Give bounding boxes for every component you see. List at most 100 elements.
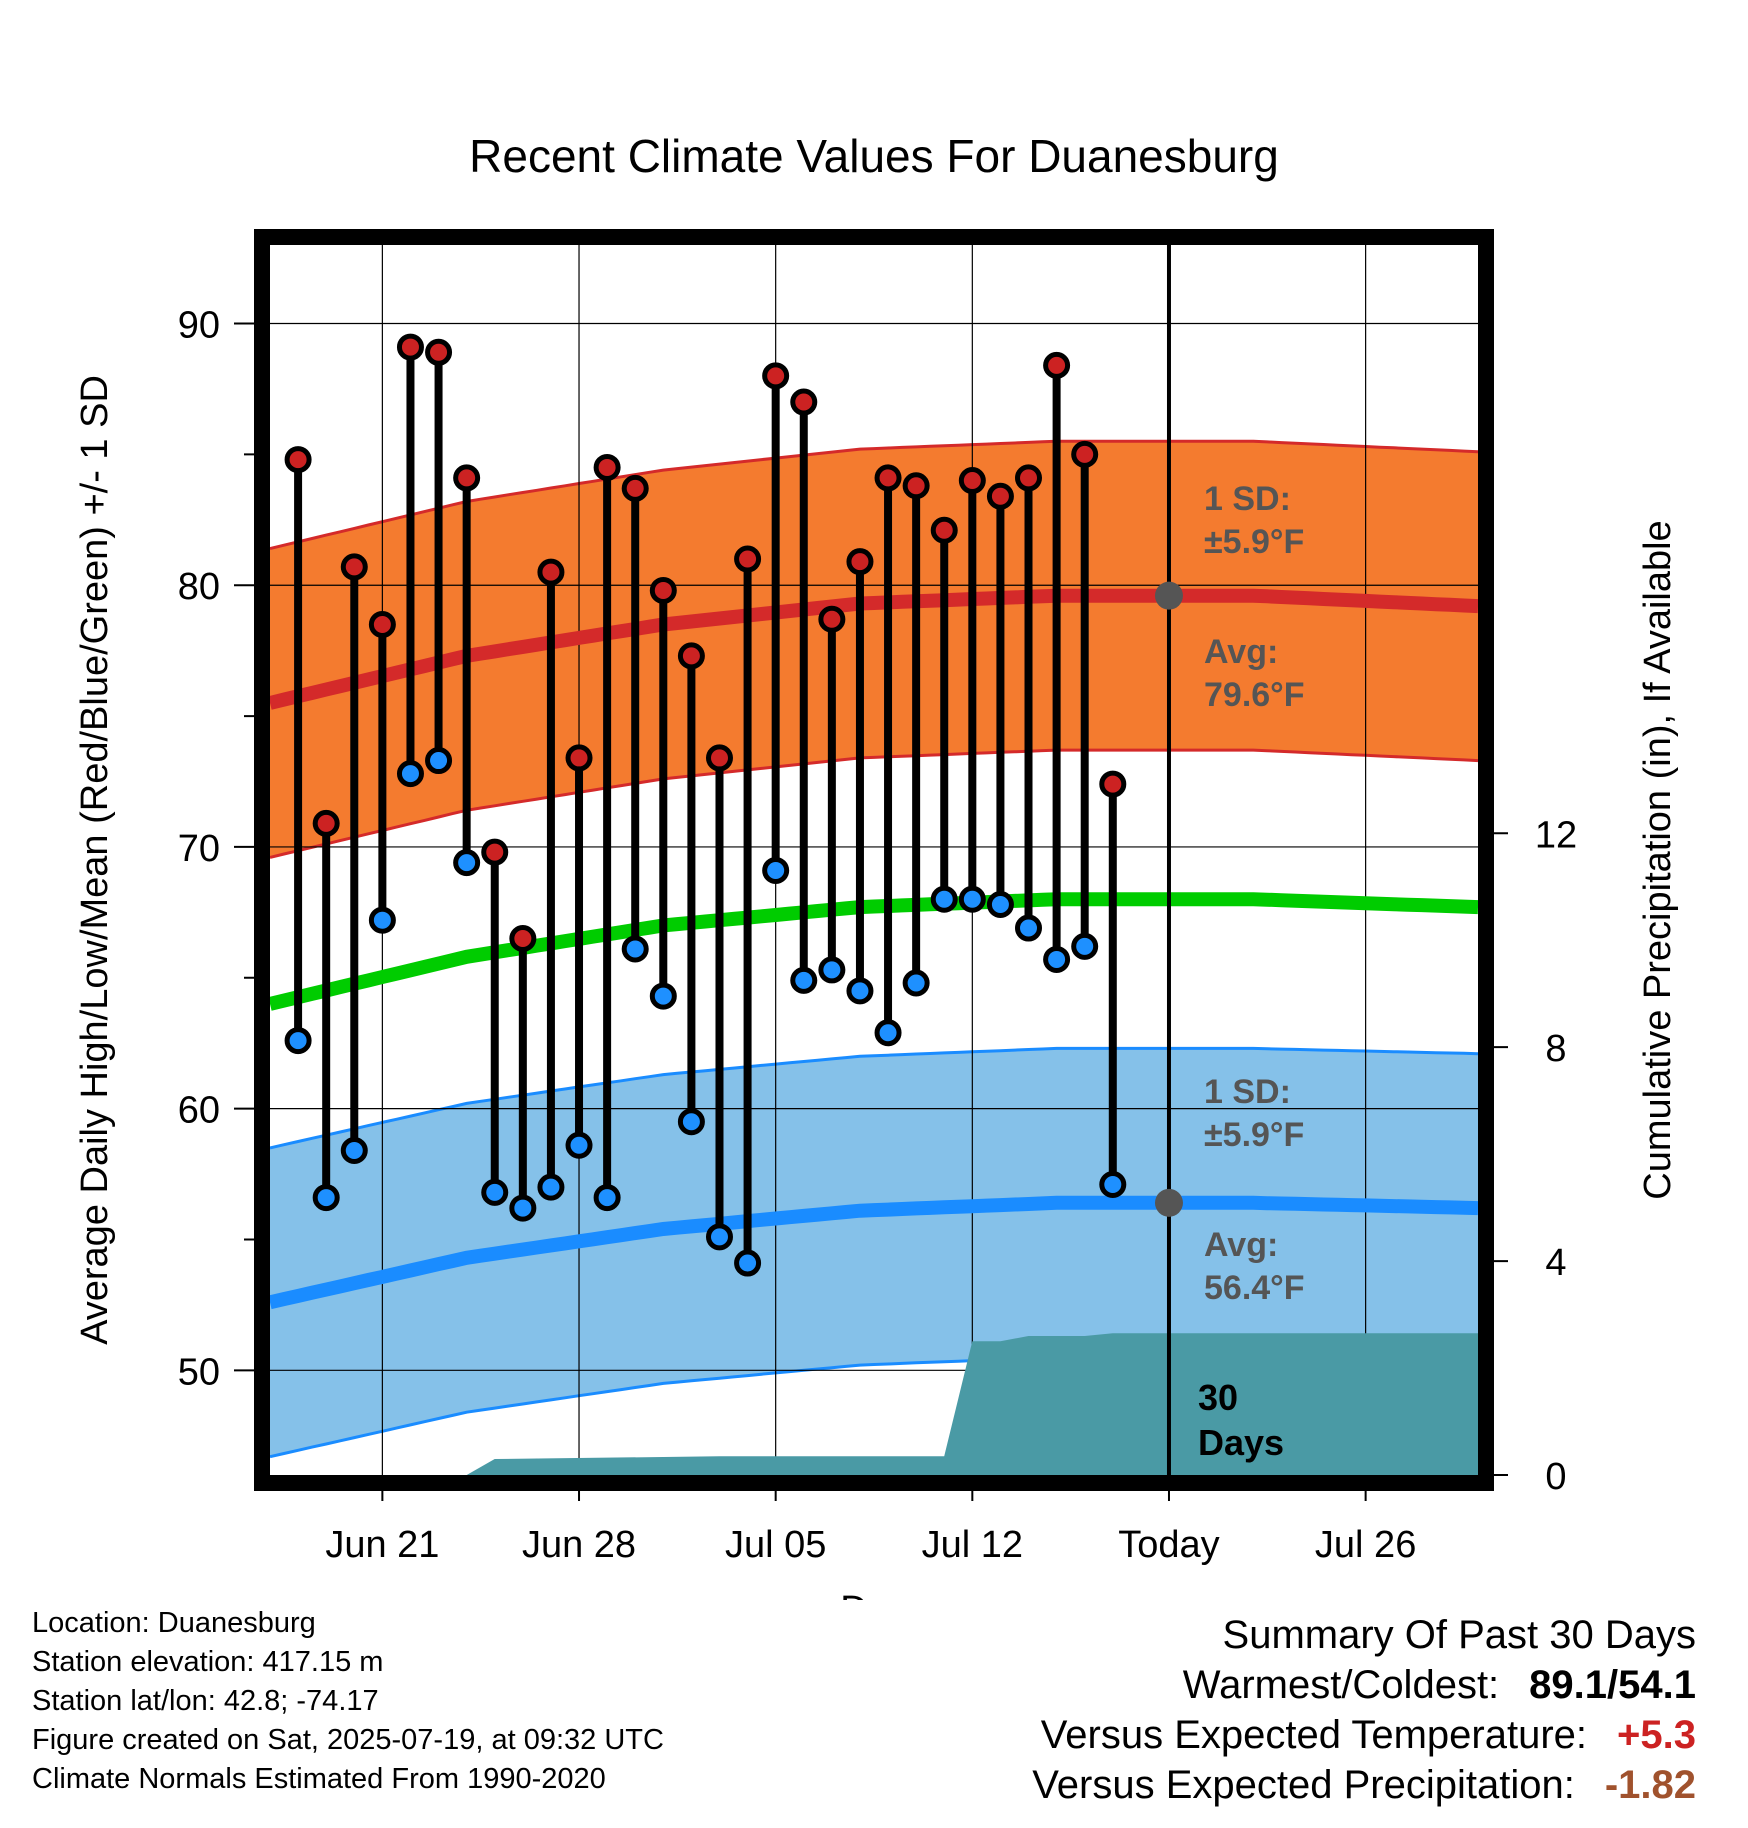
x-tick-label: Jul 05 — [725, 1524, 826, 1566]
high-point — [958, 467, 986, 495]
x-tick-label: Jul 12 — [922, 1524, 1023, 1566]
low-point — [818, 956, 846, 984]
info-location: Location: Duanesburg — [32, 1607, 316, 1639]
y-tick-label: 90 — [178, 305, 220, 347]
high-sd-label: 1 SD: — [1204, 480, 1291, 518]
low-point — [846, 977, 874, 1005]
climate-chart: Recent Climate Values For Duanesburg Jun… — [74, 130, 1679, 1600]
low-point — [340, 1136, 368, 1164]
y-axis-label: Average Daily High/Low/Mean (Red/Blue/Gr… — [74, 375, 116, 1345]
summary-heading: Summary Of Past 30 Days — [1222, 1613, 1696, 1657]
high-point — [396, 333, 424, 361]
high-point — [453, 464, 481, 492]
y2-axis-label: Cumulative Precipitation (in), If Availa… — [1637, 520, 1679, 1199]
chart-title: Recent Climate Values For Duanesburg — [469, 130, 1279, 182]
high-point — [986, 482, 1014, 510]
y2-tick-label: 0 — [1545, 1456, 1566, 1498]
summary-precip-row: Versus Expected Precipitation: -1.82 — [1032, 1760, 1696, 1810]
plot-frame — [254, 229, 1494, 1491]
high-point — [312, 809, 340, 837]
high-sd-lower-edge — [269, 748, 1479, 859]
low-point — [425, 747, 453, 775]
precip-cumulative-area — [270, 1333, 1478, 1475]
days-label-2: Days — [1198, 1422, 1284, 1463]
x-tick-label: Jun 28 — [522, 1524, 636, 1566]
high-sd-upper-edge — [269, 439, 1479, 551]
high-point — [1099, 770, 1127, 798]
low-avg-value: 56.4°F — [1204, 1269, 1305, 1307]
high-point — [593, 453, 621, 481]
high-point — [649, 576, 677, 604]
low-point — [537, 1173, 565, 1201]
high-point — [874, 464, 902, 492]
days-label-1: 30 — [1198, 1377, 1238, 1418]
low-point — [284, 1027, 312, 1055]
high-point — [846, 548, 874, 576]
today-low-marker — [1154, 1188, 1183, 1217]
high-point — [762, 362, 790, 390]
low-point — [621, 935, 649, 963]
info-latlon: Station lat/lon: 42.8; -74.17 — [32, 1685, 379, 1717]
summary-panel: Summary Of Past 30 Days Warmest/Coldest:… — [1032, 1610, 1696, 1810]
info-created: Figure created on Sat, 2025-07-19, at 09… — [32, 1724, 664, 1756]
high-point — [481, 838, 509, 866]
y2-tick-label: 12 — [1535, 814, 1577, 856]
high-point — [790, 388, 818, 416]
avg-mean-line — [268, 892, 1479, 1011]
high-avg-value: 79.6°F — [1204, 676, 1305, 714]
today-high-marker — [1154, 581, 1183, 610]
high-point — [902, 472, 930, 500]
low-point — [986, 890, 1014, 918]
precip-area — [270, 1333, 1478, 1475]
high-point — [621, 474, 649, 502]
low-point — [649, 982, 677, 1010]
x-tick-label: Jul 26 — [1315, 1524, 1416, 1566]
low-point — [396, 760, 424, 788]
high-point — [1071, 440, 1099, 468]
summary-warmest-row: Warmest/Coldest: 89.1/54.1 — [1032, 1660, 1696, 1710]
station-info: Location: Duanesburg Station elevation: … — [32, 1604, 664, 1799]
temp-label: Versus Expected Temperature: — [1040, 1713, 1588, 1757]
high-point — [818, 605, 846, 633]
high-point — [368, 610, 396, 638]
y2-tick-label: 8 — [1545, 1028, 1566, 1070]
low-point — [312, 1184, 340, 1212]
y-tick-label: 50 — [178, 1351, 220, 1393]
x-tick-label: Jun 21 — [325, 1524, 439, 1566]
high-point — [1043, 351, 1071, 379]
high-point — [930, 516, 958, 544]
precip-value: -1.82 — [1604, 1763, 1696, 1807]
low-point — [790, 966, 818, 994]
low-point — [1099, 1171, 1127, 1199]
y-tick-label: 80 — [178, 566, 220, 608]
y-tick-label: 70 — [178, 828, 220, 870]
high-point — [425, 338, 453, 366]
low-point — [902, 969, 930, 997]
high-point — [565, 744, 593, 772]
x-tick-label: Today — [1118, 1524, 1219, 1566]
annotations: 1 SD: ±5.9°F Avg: 79.6°F 1 SD: ±5.9°F Av… — [1198, 480, 1305, 1463]
low-point — [368, 906, 396, 934]
low-sd-value: ±5.9°F — [1204, 1116, 1304, 1154]
avg-low-line — [268, 1195, 1479, 1310]
info-elevation: Station elevation: 417.15 m — [32, 1646, 384, 1678]
info-normals: Climate Normals Estimated From 1990-2020 — [32, 1763, 606, 1795]
high-point — [284, 446, 312, 474]
low-point — [565, 1131, 593, 1159]
high-point — [677, 642, 705, 670]
high-sd-value: ±5.9°F — [1204, 523, 1304, 561]
axes: Jun 21 Jun 28 Jul 05 Jul 12 Today Jul 26 50 60 7… — [178, 229, 1577, 1566]
warmest-value: 89.1/54.1 — [1529, 1663, 1696, 1707]
high-point — [734, 545, 762, 573]
low-point — [453, 849, 481, 877]
warmest-label: Warmest/Coldest: — [1182, 1663, 1500, 1707]
high-avg-label: Avg: — [1204, 633, 1278, 671]
low-point — [509, 1194, 537, 1222]
low-point — [593, 1184, 621, 1212]
low-sd-upper-edge — [269, 1046, 1479, 1150]
low-point — [677, 1108, 705, 1136]
precip-label: Versus Expected Precipitation: — [1032, 1763, 1575, 1807]
observed-temps — [284, 333, 1127, 1277]
low-point — [762, 856, 790, 884]
low-point — [734, 1249, 762, 1277]
